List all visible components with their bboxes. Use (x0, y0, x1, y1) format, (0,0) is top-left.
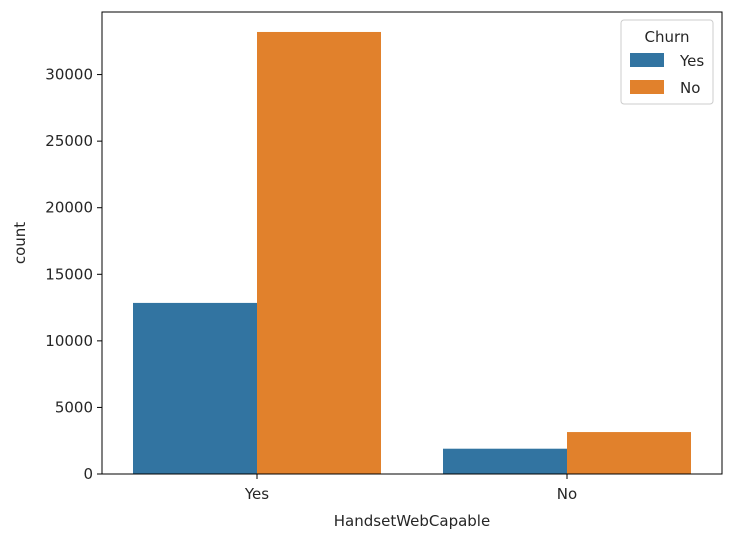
bars-group (133, 31, 691, 474)
legend-label-no: No (680, 79, 700, 97)
y-axis-label: count (11, 222, 29, 264)
y-tick-label: 10000 (45, 332, 93, 350)
legend-swatch-yes (630, 53, 664, 67)
y-tick-label: 5000 (55, 398, 93, 416)
legend-label-yes: Yes (679, 52, 704, 70)
y-axis: 0 5000 10000 15000 20000 25000 30000 (45, 66, 102, 483)
y-tick-label: 0 (83, 465, 93, 483)
x-tick-label: Yes (244, 485, 269, 503)
y-tick-label: 15000 (45, 265, 93, 283)
bar-no-churn-yes (443, 448, 567, 474)
y-tick-label: 20000 (45, 199, 93, 217)
bar-yes-churn-yes (133, 302, 257, 474)
legend-swatch-no (630, 80, 664, 94)
legend-title: Churn (645, 28, 690, 46)
x-axis-label: HandsetWebCapable (334, 512, 490, 530)
plot-frame (101, 11, 723, 475)
y-tick-label: 25000 (45, 132, 93, 150)
x-axis: Yes No (244, 474, 577, 503)
bar-yes-churn-no (257, 31, 381, 474)
bar-no-churn-no (567, 432, 691, 474)
y-tick-label: 30000 (45, 66, 93, 84)
x-tick-label: No (557, 485, 577, 503)
legend: Churn Yes No (620, 19, 714, 105)
